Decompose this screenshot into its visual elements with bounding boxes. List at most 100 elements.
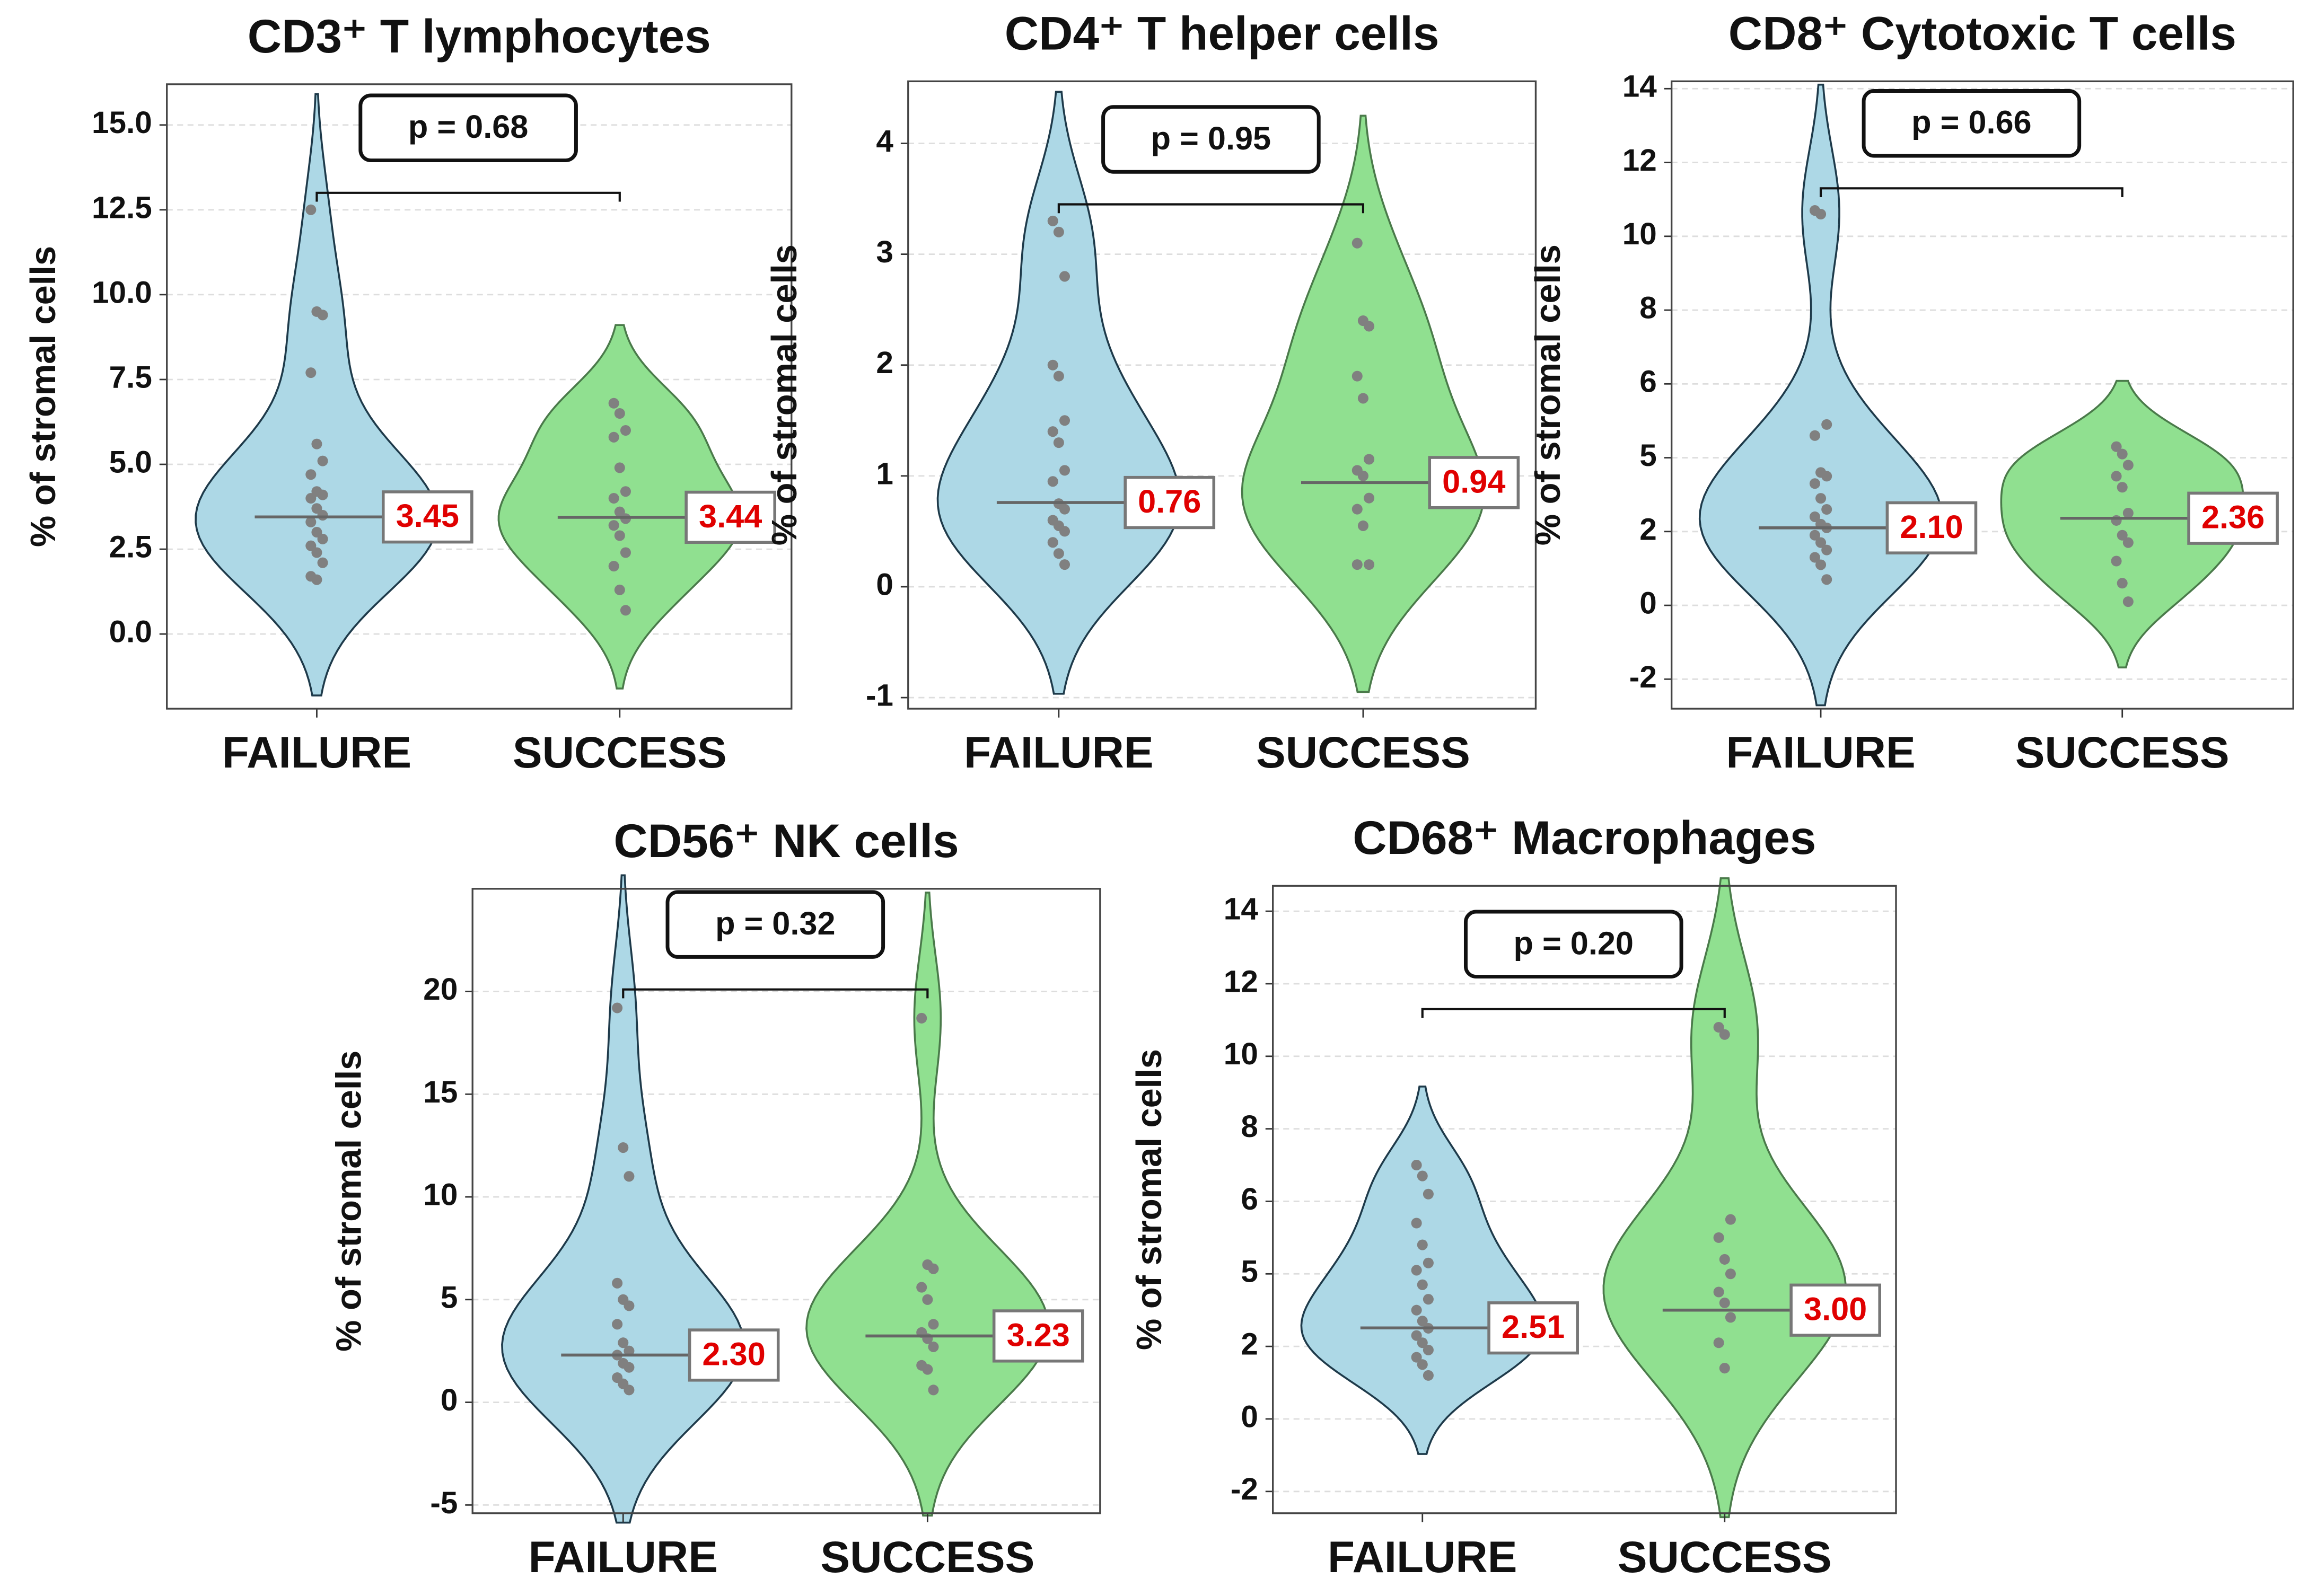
x-tick-label: FAILURE bbox=[222, 727, 411, 777]
median-box bbox=[381, 490, 473, 544]
data-point bbox=[2117, 448, 2128, 460]
median-box bbox=[1124, 475, 1216, 530]
data-point bbox=[1059, 526, 1070, 537]
median-label: 2.10 bbox=[1900, 509, 1963, 545]
y-tick-label: 8 bbox=[1241, 1109, 1258, 1144]
median-box bbox=[2187, 491, 2279, 545]
data-point bbox=[1821, 419, 1832, 430]
y-tick-label: 14 bbox=[1622, 69, 1657, 104]
median-box bbox=[1487, 1301, 1579, 1355]
violin-body bbox=[1300, 1085, 1544, 1455]
data-point bbox=[2122, 507, 2134, 519]
chart: CD8⁺ Cytotoxic T cells % of stromal cells… bbox=[1528, 6, 2294, 777]
x-tick-label: FAILURE bbox=[529, 1532, 718, 1582]
median-label: 3.44 bbox=[699, 498, 762, 534]
y-tick-label: 5 bbox=[441, 1280, 458, 1315]
data-point bbox=[1352, 371, 1363, 382]
chart-title: CD56⁺ NK cells bbox=[613, 814, 959, 867]
data-point bbox=[1411, 1304, 1422, 1316]
y-tick-label: 2 bbox=[876, 346, 893, 380]
data-point bbox=[1059, 504, 1070, 515]
data-point bbox=[2122, 596, 2134, 607]
significance-bracket bbox=[1819, 187, 2123, 197]
x-tick-label: FAILURE bbox=[1328, 1532, 1517, 1582]
y-tick-label: 15.0 bbox=[92, 105, 152, 140]
annotation-box bbox=[358, 93, 578, 163]
y-tick-label: 10 bbox=[423, 1178, 458, 1212]
data-point bbox=[1364, 492, 1375, 504]
data-point bbox=[612, 1277, 623, 1289]
chart: CD68⁺ Macrophages % of stromal cells -2 0 2 5… bbox=[1129, 811, 1897, 1582]
violin-body bbox=[501, 874, 745, 1524]
y-tick-label: 10 bbox=[1224, 1037, 1258, 1071]
plot-frame bbox=[907, 80, 1537, 710]
median-label: 2.51 bbox=[1502, 1309, 1565, 1345]
data-point bbox=[1047, 476, 1058, 487]
data-point bbox=[1047, 359, 1058, 371]
data-point bbox=[916, 1012, 927, 1024]
violin-body bbox=[2000, 380, 2244, 669]
data-point bbox=[2122, 460, 2134, 471]
data-point bbox=[928, 1385, 939, 1396]
violin-body bbox=[195, 93, 439, 696]
median-box bbox=[1789, 1283, 1881, 1337]
data-point bbox=[922, 1294, 933, 1305]
x-tick-label: FAILURE bbox=[964, 727, 1153, 777]
data-point bbox=[317, 455, 328, 466]
violin-body bbox=[1241, 114, 1486, 693]
y-tick-label: 2 bbox=[1639, 512, 1657, 546]
data-point bbox=[311, 547, 322, 558]
data-point bbox=[1809, 430, 1820, 441]
data-point bbox=[305, 493, 317, 504]
y-tick-label: 12 bbox=[1622, 143, 1657, 178]
y-tick-label: 1 bbox=[876, 456, 893, 491]
data-point bbox=[1423, 1188, 1434, 1200]
median-box bbox=[684, 490, 777, 544]
violin-body bbox=[805, 892, 1050, 1517]
data-point bbox=[1713, 1337, 1724, 1348]
p-value: p = 0.32 bbox=[715, 905, 836, 941]
data-point bbox=[1411, 1330, 1422, 1341]
data-point bbox=[1352, 504, 1363, 515]
data-point bbox=[1821, 471, 1832, 482]
data-point bbox=[1411, 1218, 1422, 1229]
data-point bbox=[317, 310, 328, 321]
chart-title: CD8⁺ Cytotoxic T cells bbox=[1728, 6, 2236, 59]
significance-bracket bbox=[1421, 1008, 1726, 1018]
data-point bbox=[1357, 393, 1368, 404]
y-axis-label: % of stromal cells bbox=[23, 246, 63, 547]
y-tick-label: 0.0 bbox=[109, 615, 152, 649]
y-tick-label: 6 bbox=[1639, 365, 1657, 399]
chart-title: CD68⁺ Macrophages bbox=[1353, 811, 1816, 864]
data-point bbox=[614, 462, 625, 473]
data-point bbox=[2111, 515, 2122, 526]
annotation-box bbox=[1101, 105, 1321, 174]
y-tick-label: 8 bbox=[1639, 291, 1657, 325]
y-axis-label: % of stromal cells bbox=[1129, 1049, 1169, 1350]
median-label: 0.94 bbox=[1442, 463, 1505, 499]
data-point bbox=[1059, 415, 1070, 426]
y-tick-label: 6 bbox=[1241, 1182, 1258, 1216]
median-box bbox=[688, 1328, 780, 1382]
data-point bbox=[1059, 271, 1070, 282]
data-point bbox=[1719, 1297, 1730, 1309]
data-point bbox=[1713, 1286, 1724, 1298]
data-point bbox=[1053, 548, 1064, 559]
data-point bbox=[305, 204, 317, 215]
data-point bbox=[1411, 1265, 1422, 1276]
data-point bbox=[1719, 1363, 1730, 1374]
data-point bbox=[1047, 537, 1058, 548]
annotation-box bbox=[1463, 910, 1683, 979]
data-point bbox=[1725, 1214, 1736, 1225]
y-tick-label: 0 bbox=[876, 567, 893, 602]
y-tick-label: 2 bbox=[1241, 1327, 1258, 1362]
data-point bbox=[1059, 559, 1070, 570]
y-tick-label: -2 bbox=[1231, 1472, 1258, 1506]
data-point bbox=[620, 547, 631, 558]
data-point bbox=[1815, 208, 1827, 220]
data-point bbox=[1053, 371, 1064, 382]
median-label: 3.45 bbox=[396, 498, 459, 534]
data-point bbox=[624, 1300, 635, 1311]
data-point bbox=[1047, 426, 1058, 437]
